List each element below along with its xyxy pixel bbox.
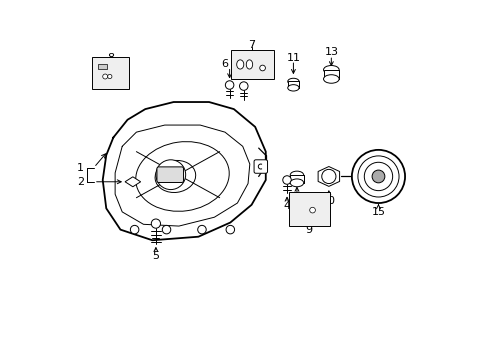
Ellipse shape bbox=[290, 179, 303, 187]
Ellipse shape bbox=[290, 171, 303, 179]
Text: 5: 5 bbox=[152, 251, 159, 261]
Circle shape bbox=[156, 160, 185, 190]
Circle shape bbox=[259, 65, 265, 71]
Circle shape bbox=[225, 81, 233, 89]
Ellipse shape bbox=[246, 60, 252, 69]
Bar bbox=[288, 192, 329, 226]
Circle shape bbox=[357, 156, 398, 197]
Circle shape bbox=[197, 225, 206, 234]
FancyBboxPatch shape bbox=[290, 175, 303, 183]
Circle shape bbox=[239, 82, 247, 90]
Bar bbox=[98, 64, 107, 69]
Text: 15: 15 bbox=[371, 207, 385, 217]
Circle shape bbox=[151, 219, 160, 228]
FancyBboxPatch shape bbox=[157, 167, 183, 183]
Circle shape bbox=[321, 169, 335, 184]
Text: 2: 2 bbox=[77, 177, 84, 187]
Circle shape bbox=[364, 162, 392, 191]
Bar bbox=[230, 50, 273, 79]
Circle shape bbox=[351, 150, 404, 203]
Text: 8: 8 bbox=[107, 53, 114, 63]
Text: 1: 1 bbox=[77, 163, 84, 172]
Text: 11: 11 bbox=[286, 53, 300, 63]
Circle shape bbox=[130, 225, 139, 234]
FancyBboxPatch shape bbox=[254, 160, 267, 173]
Text: 14: 14 bbox=[289, 199, 304, 209]
Ellipse shape bbox=[236, 60, 244, 69]
Ellipse shape bbox=[351, 171, 357, 182]
Ellipse shape bbox=[323, 75, 339, 83]
Polygon shape bbox=[102, 102, 265, 240]
Ellipse shape bbox=[287, 85, 299, 91]
Text: 7: 7 bbox=[247, 40, 255, 50]
Bar bbox=[92, 57, 129, 89]
Text: 13: 13 bbox=[324, 48, 338, 57]
Text: 6: 6 bbox=[221, 59, 228, 69]
Circle shape bbox=[371, 170, 384, 183]
Text: 10: 10 bbox=[321, 196, 335, 206]
Ellipse shape bbox=[323, 66, 339, 74]
Circle shape bbox=[282, 176, 291, 184]
Text: 3: 3 bbox=[240, 53, 247, 63]
Circle shape bbox=[225, 225, 234, 234]
Circle shape bbox=[107, 75, 112, 78]
Ellipse shape bbox=[287, 78, 299, 85]
Text: 9: 9 bbox=[305, 225, 312, 235]
Circle shape bbox=[309, 207, 315, 213]
Text: 4: 4 bbox=[283, 201, 290, 211]
Polygon shape bbox=[125, 177, 141, 187]
Polygon shape bbox=[318, 167, 339, 186]
Circle shape bbox=[102, 74, 107, 79]
Circle shape bbox=[162, 225, 170, 234]
FancyBboxPatch shape bbox=[287, 81, 299, 88]
FancyBboxPatch shape bbox=[323, 70, 339, 79]
